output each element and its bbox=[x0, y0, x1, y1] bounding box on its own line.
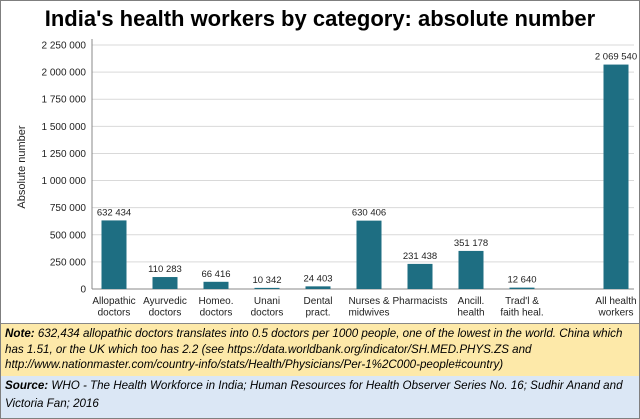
x-tick-label: doctors bbox=[200, 308, 233, 319]
x-tick-label: Trad'l & bbox=[505, 296, 539, 307]
data-label: 110 283 bbox=[148, 264, 182, 275]
y-tick-label: 250 000 bbox=[50, 257, 87, 268]
x-tick-label: Pharmacists bbox=[392, 296, 447, 307]
x-tick-label: midwives bbox=[348, 308, 389, 319]
bar bbox=[510, 288, 535, 289]
note-label: Note: bbox=[5, 327, 35, 340]
x-tick-label: doctors bbox=[149, 308, 182, 319]
x-tick-label: Allopathic bbox=[92, 296, 135, 307]
y-tick-label: 1 750 000 bbox=[42, 95, 87, 106]
bar bbox=[408, 264, 433, 289]
source-label: Source: bbox=[5, 379, 48, 392]
y-tick-label: 500 000 bbox=[50, 230, 87, 241]
x-tick-label: All health bbox=[595, 296, 636, 307]
note-box: Note: 632,434 allopathic doctors transla… bbox=[1, 323, 639, 377]
bar bbox=[604, 65, 629, 289]
y-tick-label: 2 250 000 bbox=[42, 41, 87, 52]
x-tick-label: workers bbox=[597, 308, 633, 319]
x-tick-label: Nurses & bbox=[348, 296, 389, 307]
data-label: 351 178 bbox=[454, 238, 488, 249]
data-label: 12 640 bbox=[507, 275, 536, 286]
note-text: 632,434 allopathic doctors translates in… bbox=[5, 327, 622, 371]
x-tick-label: pract. bbox=[305, 308, 330, 319]
source-text: WHO - The Health Workforce in India; Hum… bbox=[5, 379, 623, 410]
x-tick-label: Ayurvedic bbox=[143, 296, 187, 307]
data-label: 632 434 bbox=[97, 207, 131, 218]
x-tick-label: Ancill. bbox=[458, 296, 485, 307]
x-tick-label: doctors bbox=[251, 308, 284, 319]
bar bbox=[306, 286, 331, 289]
y-axis-title: Absolute number bbox=[16, 125, 28, 208]
y-tick-label: 1 250 000 bbox=[42, 149, 87, 160]
y-tick-label: 1 500 000 bbox=[42, 122, 87, 133]
bar-chart: 0 250 000 500 000 750 000 1 000 000 1 250 000… bbox=[0, 0, 640, 322]
x-tick-label: doctors bbox=[98, 308, 131, 319]
x-tick-label: Homeo. bbox=[198, 296, 233, 307]
data-label: 231 438 bbox=[403, 251, 437, 262]
x-tick-label: faith heal. bbox=[500, 308, 543, 319]
bar bbox=[204, 282, 229, 289]
x-tick-label: Unani bbox=[254, 296, 280, 307]
y-tick-label: 2 000 000 bbox=[42, 68, 87, 79]
data-label: 24 403 bbox=[303, 273, 332, 284]
data-label: 66 416 bbox=[201, 269, 230, 280]
data-label: 2 069 540 bbox=[595, 52, 637, 63]
bar bbox=[153, 277, 178, 289]
y-tick-label: 1 000 000 bbox=[42, 176, 87, 187]
bar bbox=[102, 220, 127, 289]
source-box: Source: WHO - The Health Workforce in In… bbox=[1, 376, 639, 418]
bar bbox=[357, 221, 382, 289]
bar bbox=[255, 288, 280, 289]
x-tick-label: Dental bbox=[304, 296, 333, 307]
data-label: 10 342 bbox=[252, 275, 281, 286]
bar bbox=[459, 251, 484, 289]
y-tick-label: 0 bbox=[80, 285, 86, 296]
y-tick-label: 750 000 bbox=[50, 203, 87, 214]
data-label: 630 406 bbox=[352, 208, 386, 219]
x-tick-label: health bbox=[457, 308, 484, 319]
